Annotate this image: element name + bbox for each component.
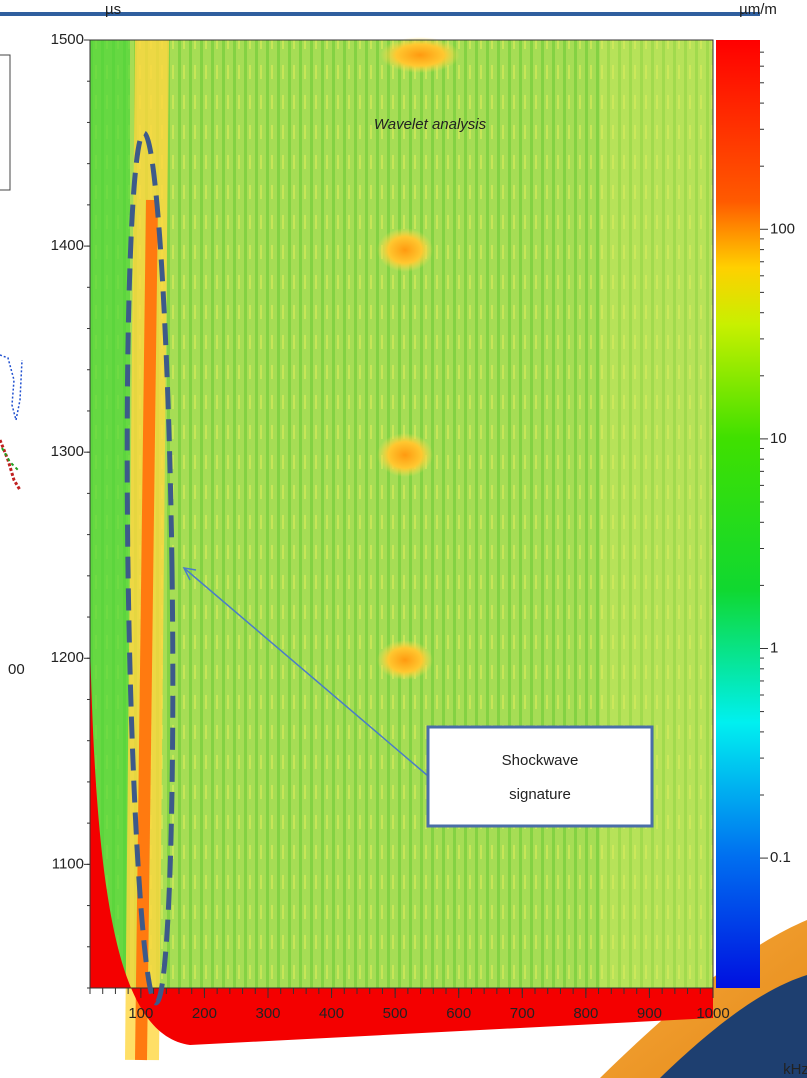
x-tick-label: 200 — [192, 1005, 217, 1022]
arrow — [183, 567, 429, 777]
left-box — [0, 54, 11, 191]
x-tick-label: 400 — [319, 1005, 344, 1022]
heatmap-bg — [90, 40, 713, 988]
y-tick-label: 1200 — [51, 649, 84, 666]
heatmap-blob — [377, 228, 433, 272]
arrow-head — [182, 567, 197, 581]
y-tick-label: 1500 — [51, 31, 84, 48]
left-label: 00 — [8, 661, 25, 678]
x-tick-label: 600 — [446, 1005, 471, 1022]
x-tick-label: 800 — [573, 1005, 598, 1022]
x-tick-label: 500 — [383, 1005, 408, 1022]
colorbar — [716, 40, 760, 988]
highlight-ellipse — [124, 130, 176, 1006]
colorbar-tick-label: 10 — [770, 430, 787, 447]
y-unit: µs — [105, 1, 121, 18]
heatmap-blob — [377, 433, 433, 477]
heatmap-blob — [377, 640, 433, 680]
heatmap-blob — [380, 37, 460, 73]
colorbar-tick-label: 0.1 — [770, 849, 791, 866]
x-tick-label: 100 — [128, 1005, 153, 1022]
left-curve — [0, 354, 23, 421]
x-tick-label: 700 — [510, 1005, 535, 1022]
plot-frame — [89, 39, 714, 989]
x-tick-label: 900 — [637, 1005, 662, 1022]
y-tick-label: 1100 — [52, 855, 84, 872]
decor — [660, 975, 807, 1078]
left-curve — [0, 439, 22, 491]
colorbar-unit: µm/m — [739, 1, 777, 18]
y-tick-label: 1400 — [51, 237, 84, 254]
heatmap — [89, 37, 714, 1061]
x-tick-label: 1000 — [696, 1005, 729, 1022]
heatmap-low — [90, 640, 713, 1045]
x-tick-label: 300 — [255, 1005, 280, 1022]
x-unit: kHz — [783, 1061, 807, 1078]
annotation-text: signature — [509, 786, 571, 803]
heatmap-band — [600, 40, 713, 988]
y-tick-label: 1300 — [51, 443, 84, 460]
chart-title: Wavelet analysis — [374, 116, 487, 133]
colorbar-tick-label: 1 — [770, 639, 778, 656]
annotation-text: Shockwave — [502, 752, 579, 769]
colorbar-tick-label: 100 — [770, 220, 795, 237]
annotation-box — [426, 725, 654, 828]
